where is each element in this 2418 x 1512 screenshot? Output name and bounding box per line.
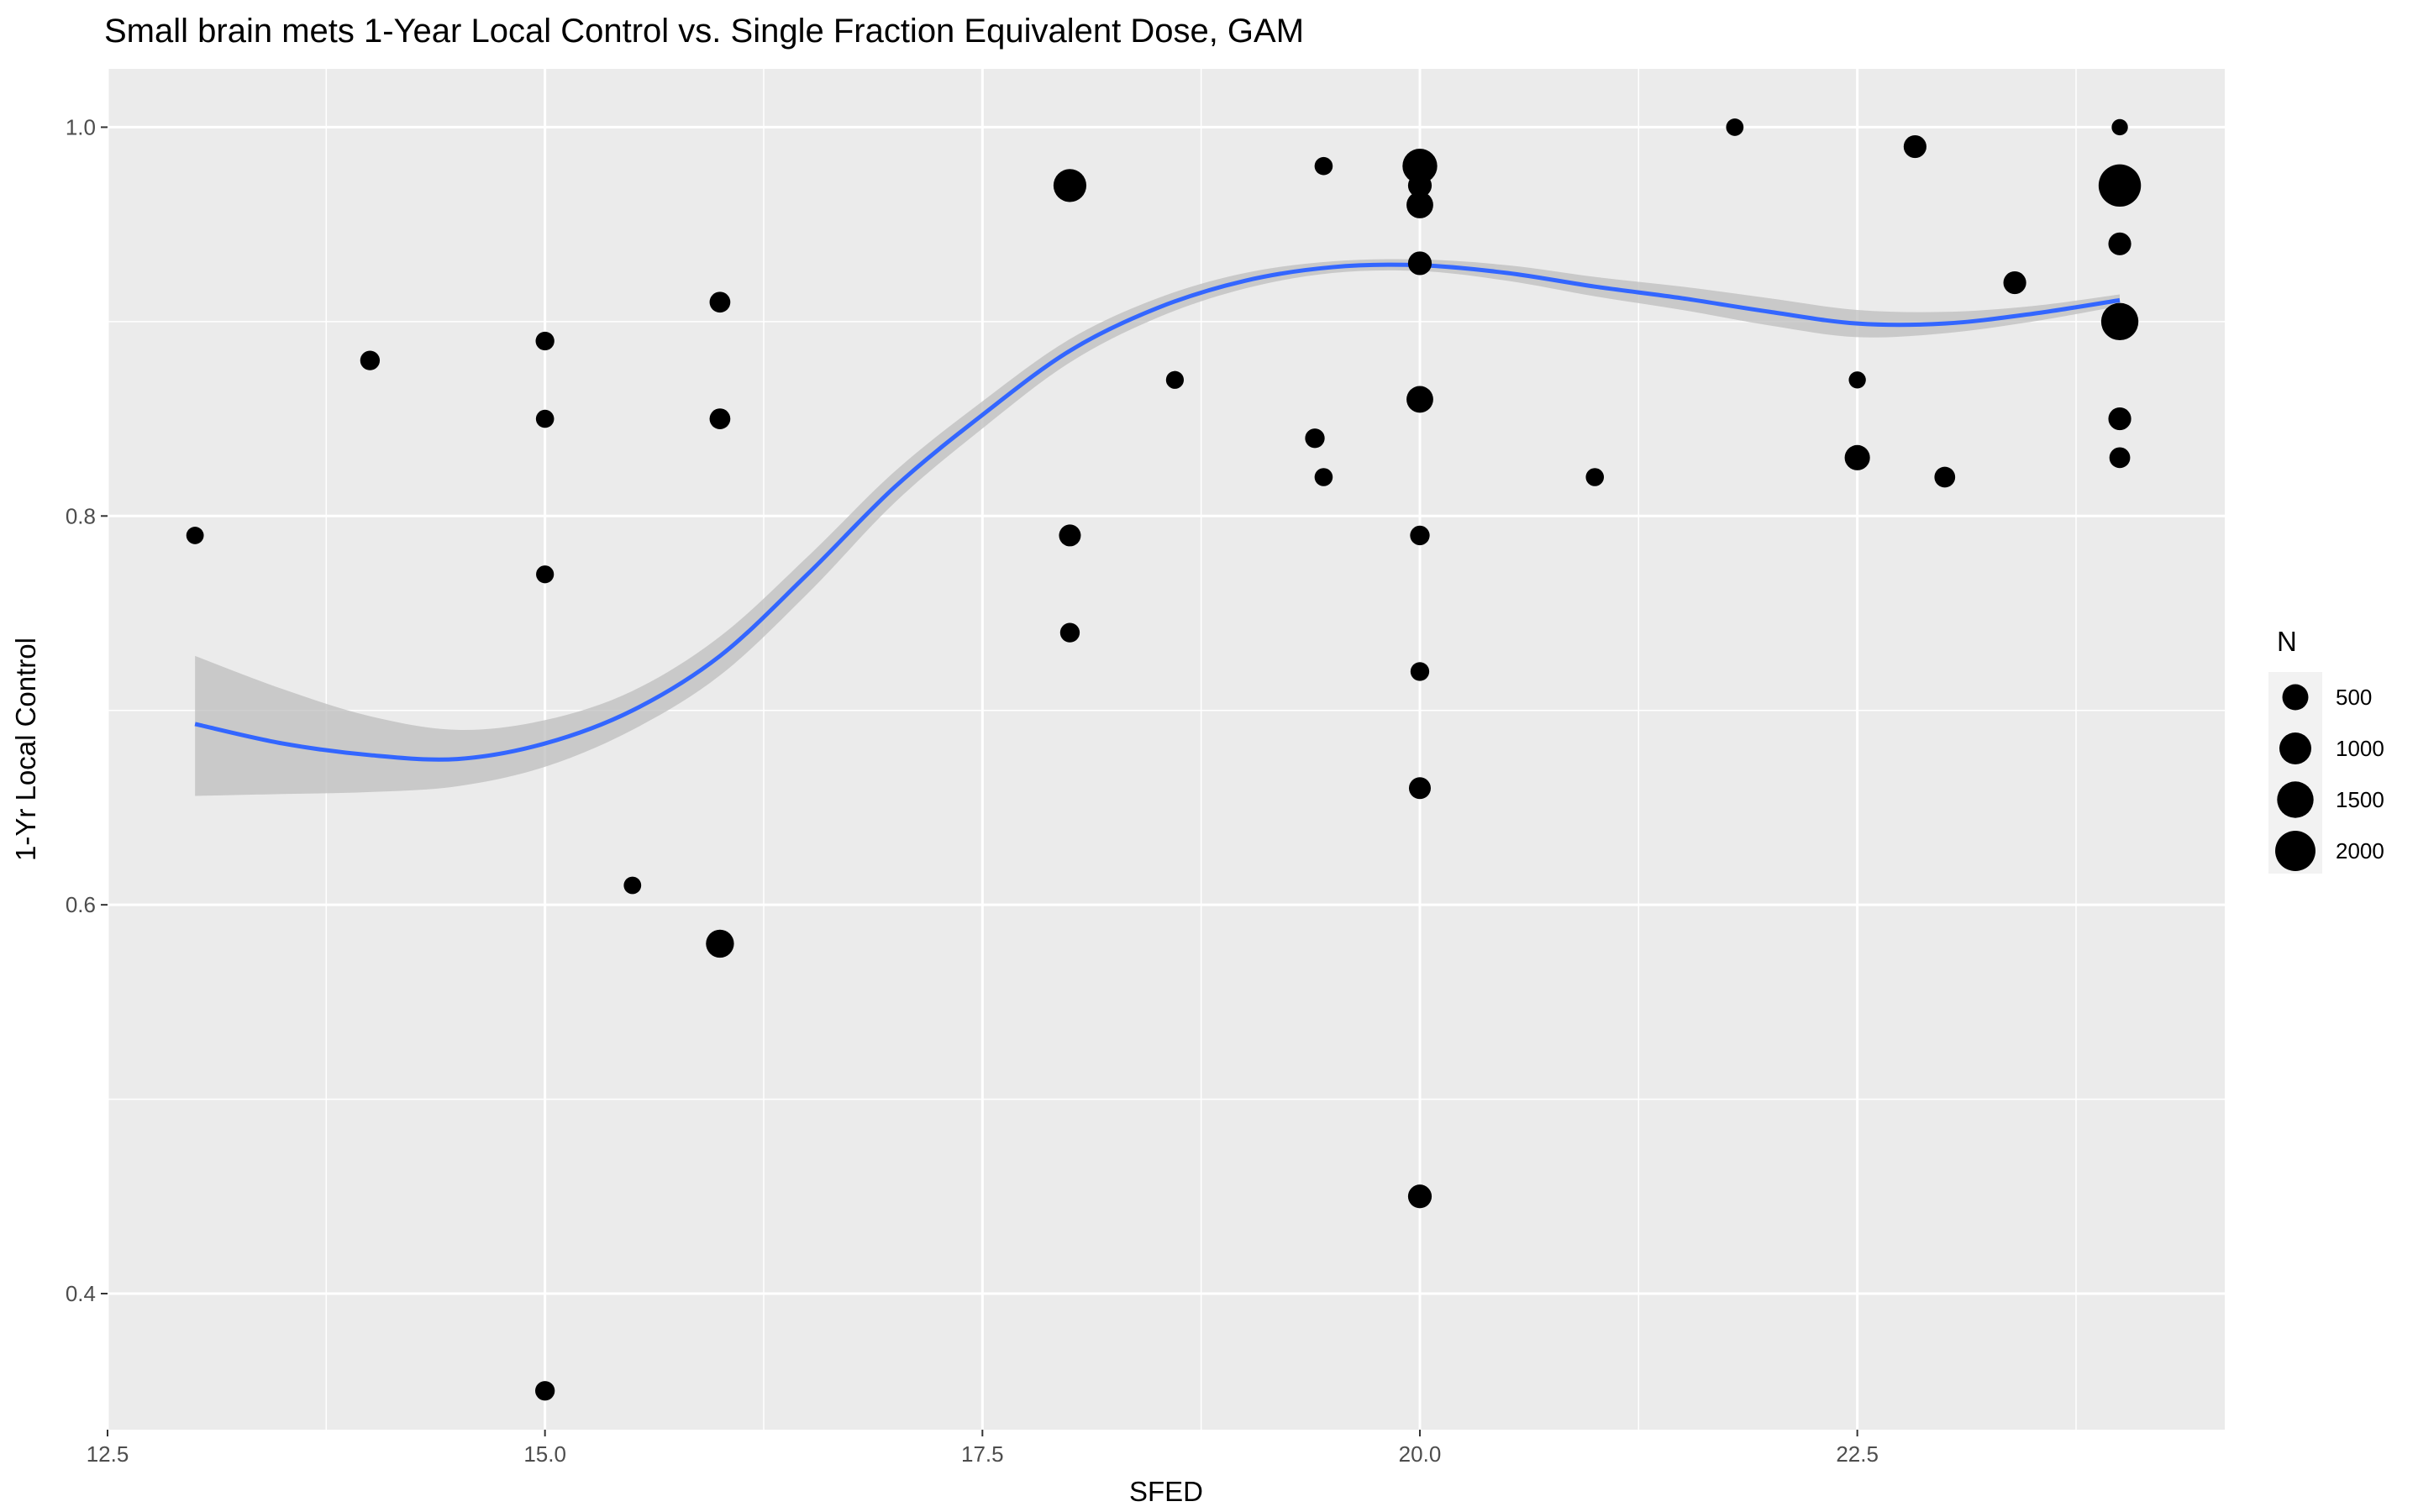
data-point (709, 291, 731, 313)
legend-label: 500 (2336, 685, 2372, 710)
x-axis-ticks: 12.5 15.0 17.5 20.0 22.5 (87, 1430, 1879, 1467)
data-point (1934, 466, 1956, 488)
data-point (1585, 468, 1605, 486)
x-tick-label: 22.5 (1836, 1441, 1879, 1467)
data-points (186, 118, 2142, 1401)
data-point (1059, 524, 1081, 547)
y-axis-title: 1-Yr Local Control (10, 638, 41, 861)
data-point (709, 408, 731, 429)
data-point (1903, 134, 1927, 159)
chart-title: Small brain mets 1-Year Local Control vs… (104, 13, 1304, 50)
y-tick-label: 1.0 (66, 114, 96, 139)
data-point (1305, 428, 1325, 449)
y-axis-ticks: 0.4 0.6 0.8 1.0 (66, 114, 108, 1306)
data-point (1165, 370, 1185, 389)
y-tick-label: 0.8 (66, 503, 96, 528)
legend-key (2277, 781, 2314, 818)
legend-key (2275, 831, 2315, 871)
legend-label: 1000 (2336, 736, 2384, 761)
data-point (360, 350, 381, 370)
legend-key (2282, 684, 2309, 711)
data-point (2100, 302, 2139, 341)
legend-label: 1500 (2336, 787, 2384, 812)
legend-title: N (2277, 626, 2297, 657)
x-axis-title: SFED (1129, 1476, 1203, 1507)
data-point (536, 565, 555, 584)
data-point (706, 929, 734, 958)
data-point (2003, 270, 2026, 295)
data-point (1407, 173, 1432, 197)
data-point (623, 876, 642, 895)
data-point (1408, 777, 1431, 800)
legend-label: 2000 (2336, 838, 2384, 864)
confidence-band-layer (195, 259, 2121, 796)
data-point (1402, 149, 1438, 184)
data-point (1406, 386, 1433, 413)
data-point (186, 527, 204, 544)
data-point (1848, 371, 1866, 389)
confidence-band (195, 259, 2121, 796)
data-point (1844, 444, 1870, 470)
legend: N 500 1000 1500 2000 (2268, 626, 2384, 874)
x-tick-label: 12.5 (87, 1441, 129, 1467)
data-point (1059, 622, 1080, 643)
y-tick-label: 0.6 (66, 892, 96, 917)
data-point (2108, 407, 2132, 431)
x-tick-label: 20.0 (1399, 1441, 1442, 1467)
y-tick-label: 0.4 (66, 1281, 96, 1306)
data-point (1406, 192, 1433, 218)
data-point (1410, 662, 1430, 681)
data-point (535, 409, 555, 428)
data-point (1314, 468, 1333, 486)
data-point (1407, 251, 1432, 276)
data-point (1726, 118, 1744, 136)
x-tick-label: 17.5 (961, 1441, 1004, 1467)
data-point (1407, 1184, 1432, 1209)
smooth-line-layer (194, 262, 2121, 762)
data-point (2108, 232, 2132, 255)
legend-key (2279, 732, 2311, 764)
data-point (2098, 164, 2142, 207)
data-point (535, 1381, 555, 1401)
data-point (2109, 447, 2131, 469)
data-point (535, 331, 555, 351)
data-point (1053, 169, 1087, 202)
data-point (2111, 118, 2128, 136)
gam-smooth-line (194, 262, 2121, 762)
x-tick-label: 15.0 (523, 1441, 566, 1467)
data-point (1410, 525, 1430, 546)
data-point (1314, 156, 1333, 176)
